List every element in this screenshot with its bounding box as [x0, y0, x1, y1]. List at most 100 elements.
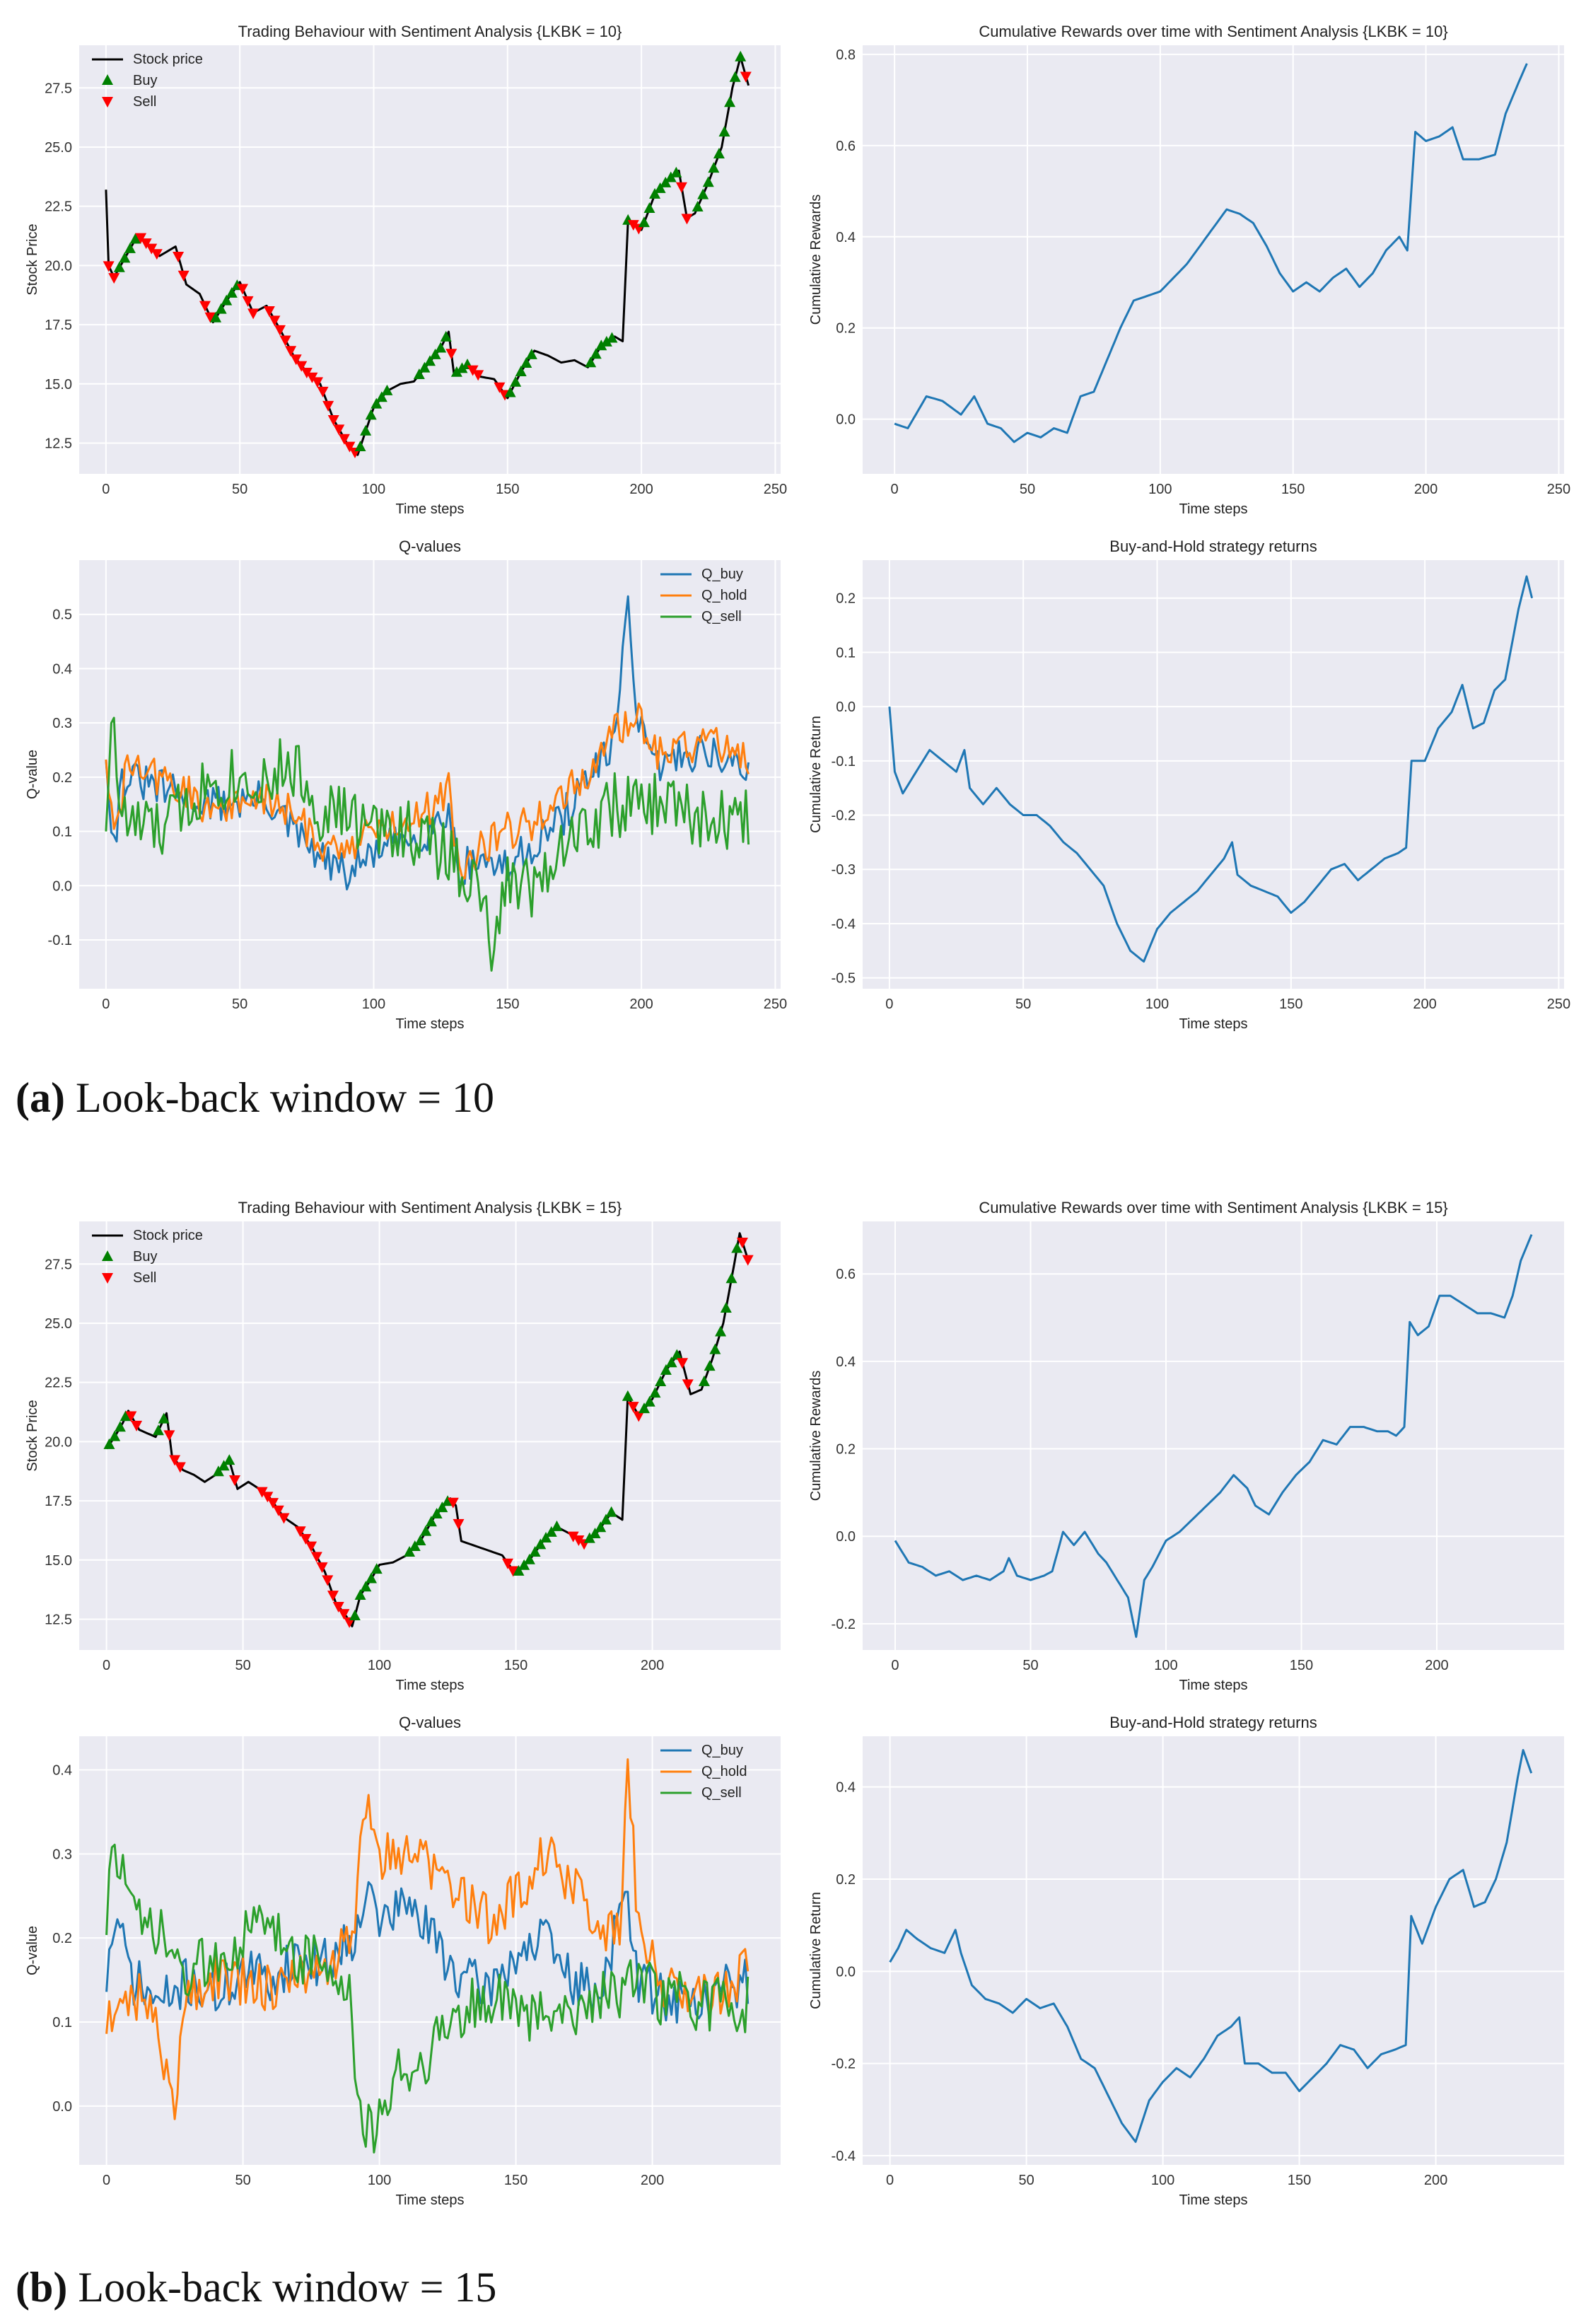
- y-tick-label: -0.3: [832, 862, 856, 878]
- sell-marker: [306, 372, 318, 383]
- sell-marker: [311, 377, 323, 388]
- legend: Q_buy Q_hold Q_sell: [660, 1743, 747, 1801]
- buy-marker: [515, 366, 527, 377]
- x-tick-label: 0: [886, 2173, 894, 2188]
- legend-swatch: [102, 1250, 113, 1261]
- x-axis-label: Time steps: [395, 1678, 464, 1693]
- y-tick-label: 0.0: [52, 2099, 72, 2115]
- buy-marker: [535, 1538, 547, 1550]
- buy-marker: [725, 1272, 737, 1284]
- plot-area: [863, 560, 1564, 989]
- x-tick-label: 0: [891, 1658, 899, 1673]
- sell-marker: [108, 273, 120, 284]
- x-tick-label: 100: [368, 2173, 391, 2188]
- y-tick-label: 0.1: [836, 645, 856, 661]
- x-tick-label: 50: [1018, 2173, 1034, 2188]
- y-tick-label: 0.3: [52, 1847, 72, 1862]
- y-tick-label: 0.4: [52, 1763, 72, 1779]
- x-tick-label: 0: [885, 997, 893, 1012]
- buy-marker: [709, 1343, 721, 1354]
- y-tick-label: 22.5: [45, 1376, 72, 1391]
- y-tick-label: 0.2: [836, 1442, 856, 1458]
- buy-marker: [665, 171, 677, 182]
- sell-marker: [236, 284, 248, 295]
- sell-marker: [740, 71, 752, 83]
- series-line-cumulative-rewards: [894, 63, 1528, 443]
- series-line-cumulative-rewards: [894, 1234, 1533, 1638]
- x-axis-label: Time steps: [1179, 1016, 1247, 1032]
- caption-a: (a) Look-back window = 10: [16, 1074, 494, 1122]
- buy-marker: [103, 1438, 115, 1449]
- chart-b3: 0.0 0.1 0.2 0.3 0.4 0 50 100 150 200 Q-values Time …: [25, 1714, 781, 2208]
- chart-title: Trading Behaviour with Sentiment Analysi…: [238, 1199, 622, 1216]
- buy-marker: [708, 162, 720, 173]
- sell-marker: [627, 220, 639, 231]
- y-tick-label: 15.0: [45, 377, 72, 393]
- sell-marker: [229, 1475, 241, 1486]
- sell-marker: [327, 414, 339, 426]
- sell-marker: [272, 1505, 284, 1516]
- sell-marker: [204, 312, 216, 323]
- x-tick-label: 150: [1281, 482, 1305, 497]
- buy-marker: [349, 1610, 361, 1621]
- caption-a-text: Look-back window = 10: [75, 1074, 495, 1121]
- buy-marker: [435, 342, 447, 353]
- sell-marker: [103, 261, 115, 272]
- y-tick-label: 0.4: [836, 1780, 856, 1796]
- x-tick-label: 150: [1290, 1658, 1313, 1673]
- sell-marker: [125, 1411, 137, 1422]
- buy-marker: [523, 1553, 535, 1564]
- buy-marker: [639, 1402, 651, 1414]
- buy-marker: [436, 1501, 448, 1513]
- buy-marker: [409, 1540, 421, 1552]
- series-line-q-sell: [105, 1843, 750, 2154]
- sell-marker: [344, 441, 356, 453]
- y-tick-label: 0.1: [52, 825, 72, 840]
- buy-marker: [425, 1516, 437, 1527]
- buy-marker: [221, 294, 233, 306]
- sell-marker: [177, 270, 189, 281]
- legend-label: Stock price: [133, 52, 203, 67]
- buy-marker: [381, 384, 393, 395]
- buy-marker: [622, 1390, 634, 1401]
- y-axis-label: Cumulative Return: [808, 1892, 824, 2009]
- buy-marker: [365, 409, 377, 420]
- buy-marker: [660, 1364, 672, 1375]
- plot-area: [79, 1736, 781, 2165]
- buy-marker: [600, 335, 612, 347]
- y-tick-label: 0.3: [52, 716, 72, 731]
- plot-area: [863, 1736, 1564, 2165]
- y-tick-label: 17.5: [45, 318, 72, 333]
- sell-marker: [573, 1535, 585, 1546]
- legend-label: Q_sell: [701, 609, 742, 624]
- x-tick-label: 100: [362, 482, 385, 497]
- buy-marker: [654, 182, 666, 193]
- sell-marker: [316, 1562, 328, 1574]
- y-tick-label: 0.5: [52, 608, 72, 623]
- sell-marker: [682, 1379, 694, 1390]
- buy-marker: [670, 166, 682, 178]
- sell-marker: [199, 301, 211, 312]
- sell-marker: [736, 1238, 748, 1249]
- sell-marker: [269, 315, 281, 327]
- sell-marker: [263, 306, 275, 317]
- buy-marker: [375, 391, 387, 402]
- chart-a4: -0.5 -0.4 -0.3 -0.2 -0.1 0.0 0.1 0.2 0 50 100 150 20…: [808, 538, 1570, 1032]
- buy-marker: [540, 1531, 552, 1542]
- y-tick-label: -0.2: [832, 1617, 856, 1632]
- y-tick-label: 0.0: [836, 699, 856, 715]
- buy-marker: [113, 261, 125, 272]
- x-tick-label: 250: [764, 997, 787, 1012]
- sell-marker: [169, 1455, 181, 1466]
- y-tick-label: 20.0: [45, 1434, 72, 1450]
- buy-marker: [158, 1412, 170, 1424]
- buy-marker: [655, 1375, 667, 1386]
- y-tick-label: 0.0: [836, 412, 856, 428]
- buy-marker: [431, 1508, 443, 1519]
- x-tick-label: 150: [1288, 2173, 1311, 2188]
- buy-marker: [424, 355, 436, 366]
- series-line-q-hold: [105, 1758, 750, 2120]
- buy-marker: [413, 368, 425, 380]
- y-tick-label: -0.2: [832, 808, 856, 824]
- x-axis-label: Time steps: [1179, 501, 1247, 517]
